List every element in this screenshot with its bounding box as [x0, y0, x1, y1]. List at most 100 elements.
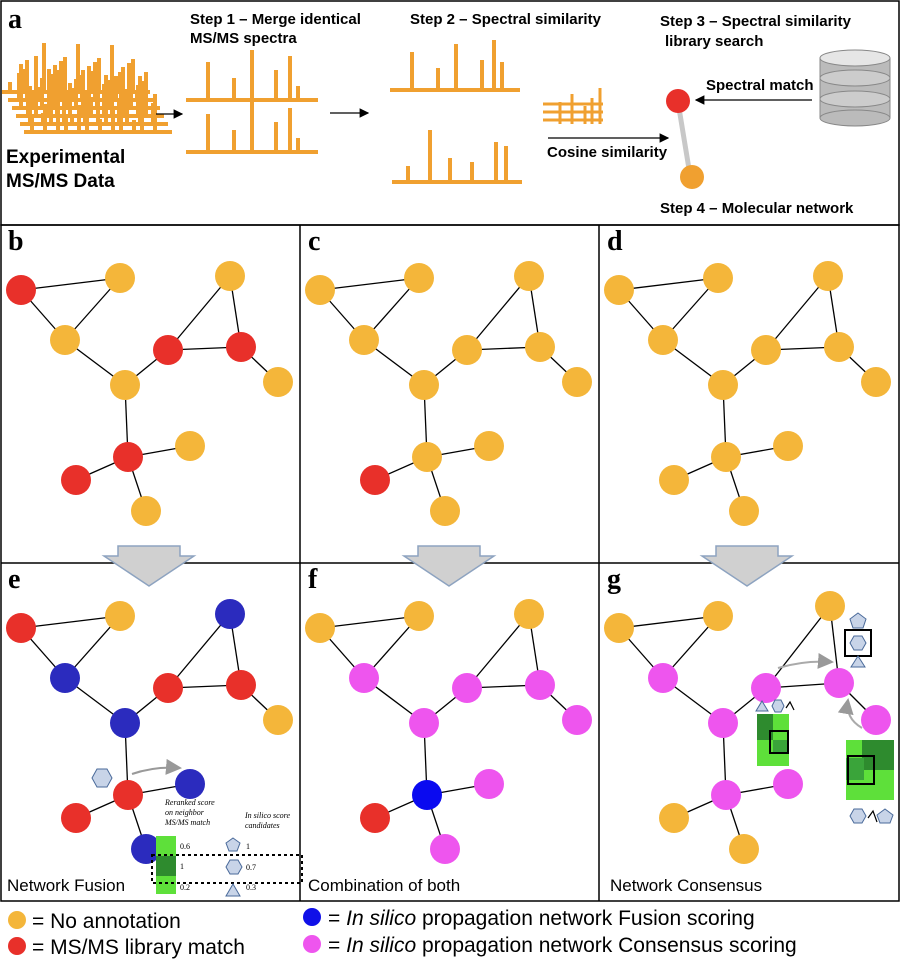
network-node-blue	[215, 599, 245, 629]
network-g	[604, 591, 891, 864]
left-score-1: 0.6	[180, 842, 190, 851]
reranked-label: Reranked score	[164, 798, 215, 807]
network-node-red	[153, 673, 183, 703]
g-pentagon-top-icon	[849, 612, 867, 629]
network-node-red	[61, 803, 91, 833]
triangle-candidate-icon	[225, 883, 241, 897]
network-d	[604, 261, 891, 526]
network-e	[6, 599, 293, 864]
network-node-orange	[773, 431, 803, 461]
network-node-orange	[105, 601, 135, 631]
network-node-magenta	[525, 670, 555, 700]
reranked-label-3: MS/MS match	[164, 818, 210, 827]
left-score-2: 1	[180, 862, 184, 871]
network-node-orange	[813, 261, 843, 291]
network-node-orange	[110, 370, 140, 400]
network-node-orange	[824, 332, 854, 362]
network-node-orange	[175, 431, 205, 461]
panel-label-c: c	[308, 226, 320, 257]
network-b	[6, 261, 293, 526]
panel-label-b: b	[8, 226, 24, 257]
network-node-orange	[263, 367, 293, 397]
network-edge	[319, 277, 420, 291]
g-dark-block-right-2	[846, 758, 864, 780]
network-node-orange	[861, 367, 891, 397]
network-node-red	[360, 465, 390, 495]
network-node-magenta	[349, 663, 379, 693]
g-check-icon	[785, 700, 795, 711]
network-node-orange	[412, 442, 442, 472]
network-edge	[319, 615, 420, 629]
network-node-magenta	[711, 780, 741, 810]
network-edge	[466, 275, 530, 351]
caption-network-consensus: Network Consensus	[610, 876, 762, 895]
network-node-magenta	[751, 673, 781, 703]
right-score-3: 0.3	[246, 883, 256, 892]
step3-title-2: library search	[665, 33, 763, 50]
network-node-orange	[474, 431, 504, 461]
network-node-orange	[514, 599, 544, 629]
gray-arrow-g-right	[837, 698, 863, 729]
right-score-1: 1	[246, 842, 250, 851]
network-edge	[20, 277, 121, 291]
network-node-orange	[708, 370, 738, 400]
network-node-orange	[452, 335, 482, 365]
network-node-red	[113, 780, 143, 810]
panel-a-frame	[0, 0, 900, 226]
g-box-left	[769, 730, 789, 754]
network-node-red	[360, 803, 390, 833]
network-node	[680, 165, 704, 189]
network-edge	[466, 613, 530, 689]
network-node-orange	[815, 591, 845, 621]
network-edge	[618, 615, 719, 629]
g-hexagon-small-icon	[771, 699, 785, 713]
panel-label-d: d	[607, 226, 623, 257]
network-node-red	[61, 465, 91, 495]
network-node-blue	[50, 663, 80, 693]
network-c	[305, 261, 592, 526]
network-node-red	[113, 442, 143, 472]
cosine-similarity-label: Cosine similarity	[547, 144, 668, 161]
network-node-blue	[175, 769, 205, 799]
step4-title: Step 4 – Molecular network	[660, 200, 854, 217]
gray-arrow-e	[131, 758, 182, 775]
network-node-red	[153, 335, 183, 365]
network-node-orange	[305, 275, 335, 305]
network-edge	[167, 275, 231, 351]
network-node-orange	[409, 370, 439, 400]
down-arrow-c	[401, 545, 497, 587]
network-node-magenta	[861, 705, 891, 735]
network-node-orange	[50, 325, 80, 355]
network-node-orange	[703, 263, 733, 293]
spectral-match-label: Spectral match	[706, 77, 814, 94]
network-node-magenta	[430, 834, 460, 864]
network-node-magenta	[452, 673, 482, 703]
network-node-orange	[525, 332, 555, 362]
network-edge	[765, 605, 831, 689]
network-node-magenta	[648, 663, 678, 693]
network-node-magenta	[773, 769, 803, 799]
network-node-blue	[131, 834, 161, 864]
merged-spectra	[186, 50, 318, 154]
network-edge	[618, 277, 719, 291]
score-bar-dark	[156, 856, 176, 876]
network-edge-step4	[675, 101, 693, 176]
network-node-magenta	[562, 705, 592, 735]
legend-blue-dot	[303, 908, 321, 926]
candidate-hexagon-icon	[91, 768, 113, 788]
reranked-label-2: on neighbor	[165, 808, 205, 817]
network-node-red	[226, 332, 256, 362]
network-node-red	[226, 670, 256, 700]
g-triangle-icon	[850, 655, 866, 668]
network-node-orange	[349, 325, 379, 355]
panel-label-e: e	[8, 564, 20, 595]
network-node-orange	[430, 496, 460, 526]
database-icon	[819, 49, 891, 127]
experimental-label: Experimental	[6, 147, 125, 168]
legend-fusion: = In silico propagation network Fusion s…	[328, 907, 755, 930]
down-arrow-b	[101, 545, 197, 587]
step1-title: Step 1 – Merge identical	[190, 11, 361, 28]
network-edge	[20, 615, 121, 629]
hexagon-candidate-icon	[225, 859, 243, 875]
